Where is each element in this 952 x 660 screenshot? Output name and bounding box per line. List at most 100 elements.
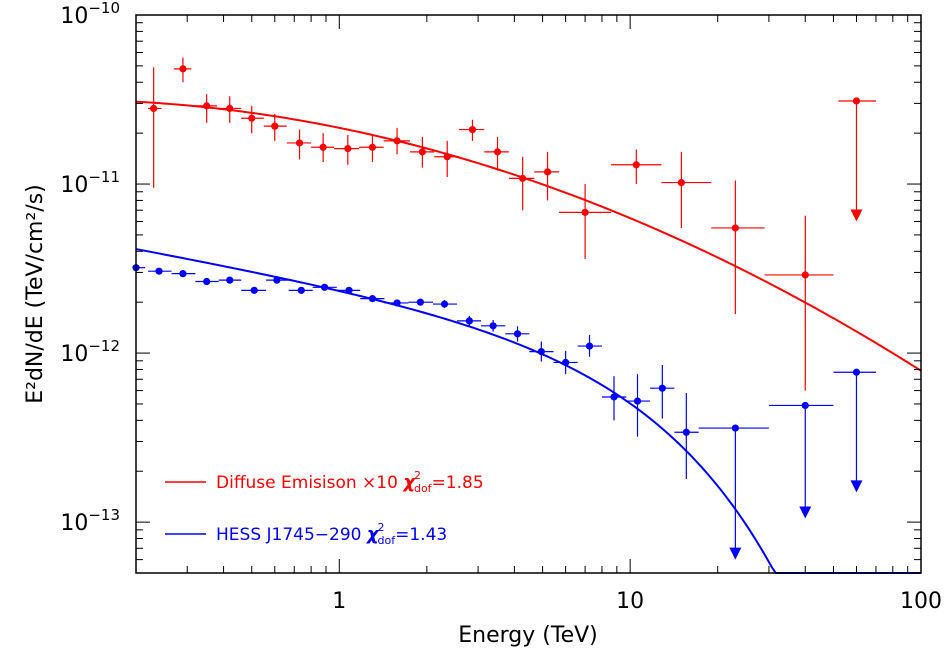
point-marker (519, 174, 527, 182)
point-marker (537, 348, 545, 356)
x-tick-label: 10 (616, 589, 644, 614)
point-marker (443, 153, 451, 161)
upper-limit (768, 401, 834, 519)
point-marker (852, 368, 861, 376)
data-point (384, 299, 409, 307)
point-marker (543, 168, 552, 176)
data-point (457, 315, 481, 326)
point-marker (731, 424, 739, 432)
point-marker (581, 208, 589, 216)
upper-limit (838, 97, 876, 222)
axis-ticks (135, 15, 922, 574)
tick-labels: 1 10 100 10−10 10−11 10−12 10−13 (60, 0, 942, 614)
data-point (480, 319, 506, 332)
legend: Diffuse Emisison ×10 χ2 dof=1.85 HESS J174… (165, 469, 484, 547)
data-point (266, 276, 289, 284)
x-tick-label: 100 (900, 589, 942, 614)
data-point (505, 326, 530, 342)
data-point (649, 365, 675, 419)
data-point (263, 113, 287, 141)
point-marker (513, 330, 522, 338)
point-marker (440, 300, 449, 308)
fit-curve-0 (135, 100, 922, 372)
data-point (433, 300, 458, 308)
down-arrow-icon (850, 209, 863, 222)
down-arrow-icon (850, 480, 863, 493)
point-marker (155, 267, 163, 275)
legend-entry: Diffuse Emisison ×10 χ2 dof=1.85 (165, 469, 484, 495)
point-marker (179, 65, 187, 73)
point-marker (320, 283, 329, 291)
data-point (311, 133, 335, 163)
data-point (711, 180, 765, 315)
point-marker (658, 384, 666, 392)
data-point (288, 286, 313, 294)
point-marker (150, 104, 158, 113)
data-point (508, 156, 535, 211)
data-point (764, 215, 834, 391)
data-point (148, 67, 162, 188)
point-marker (632, 161, 640, 169)
data-point (484, 136, 509, 171)
y-tick-label: 10−10 (60, 0, 120, 29)
upper-limit (698, 424, 769, 560)
y-tick-label: 10−13 (60, 506, 120, 536)
point-marker (273, 276, 281, 284)
point-marker (368, 295, 377, 303)
point-marker (226, 276, 234, 284)
point-marker (489, 322, 497, 330)
data-point (459, 119, 485, 141)
down-arrow-icon (799, 506, 812, 519)
legend-entry: HESS J1745−290 χ2 dof=1.43 (165, 521, 447, 547)
data-point (559, 184, 612, 260)
point-marker (562, 358, 570, 367)
legend-label: Diffuse Emisison ×10 χ2 dof=1.85 (216, 469, 484, 495)
point-marker (468, 125, 477, 134)
point-marker (393, 137, 401, 145)
point-marker (801, 271, 809, 279)
data-point (626, 374, 650, 437)
point-marker (295, 139, 304, 147)
data-point (217, 96, 242, 123)
data-point (408, 298, 434, 306)
x-tick-label: 1 (332, 589, 346, 614)
point-marker (801, 401, 809, 410)
data-point (336, 286, 361, 294)
data-point (334, 135, 360, 165)
data-point (674, 393, 699, 479)
point-marker (319, 143, 327, 151)
data-point (577, 334, 602, 357)
point-marker (393, 299, 401, 307)
point-marker (677, 178, 685, 187)
fit-curves (135, 100, 922, 574)
data-point (195, 277, 219, 286)
data-point (195, 94, 218, 123)
point-marker (682, 428, 690, 436)
plot-frame (135, 14, 922, 574)
data-point (383, 127, 410, 155)
point-marker (493, 148, 502, 156)
point-marker (345, 286, 353, 294)
y-tick-label: 10−12 (60, 337, 120, 367)
data-point (661, 151, 712, 228)
upper-limit (833, 368, 876, 493)
data-point (171, 270, 196, 278)
point-marker (344, 145, 352, 153)
data-point (148, 267, 172, 275)
data-point (360, 295, 385, 303)
data-point (611, 149, 662, 185)
data-point (409, 136, 435, 168)
point-marker (418, 148, 426, 156)
data-point (534, 151, 560, 201)
point-marker (250, 286, 258, 294)
point-marker (465, 317, 473, 325)
legend-label: HESS J1745−290 χ2 dof=1.43 (216, 521, 447, 547)
point-marker (585, 342, 594, 350)
data-point (553, 350, 578, 375)
point-marker (271, 122, 279, 130)
point-marker (416, 298, 424, 306)
x-axis-title: Energy (TeV) (458, 623, 597, 648)
data-point (241, 105, 264, 134)
data-point (218, 276, 242, 284)
